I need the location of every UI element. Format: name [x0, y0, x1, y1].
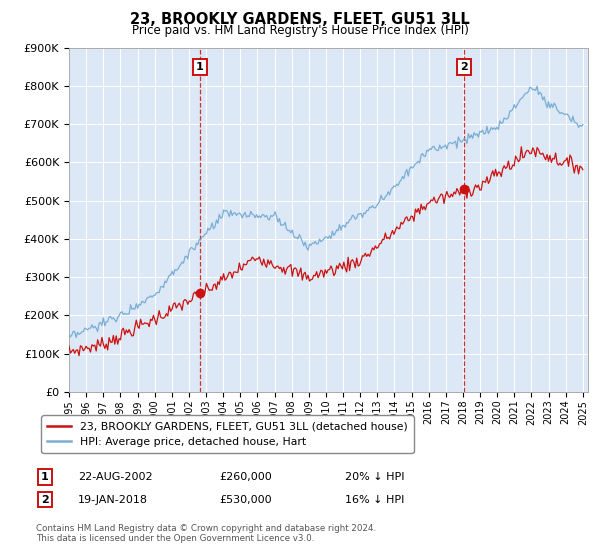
- Text: £260,000: £260,000: [219, 472, 272, 482]
- Text: 1: 1: [41, 472, 49, 482]
- Legend: 23, BROOKLY GARDENS, FLEET, GU51 3LL (detached house), HPI: Average price, detac: 23, BROOKLY GARDENS, FLEET, GU51 3LL (de…: [41, 416, 413, 452]
- Text: 2: 2: [41, 494, 49, 505]
- Text: 23, BROOKLY GARDENS, FLEET, GU51 3LL: 23, BROOKLY GARDENS, FLEET, GU51 3LL: [130, 12, 470, 27]
- Text: Contains HM Land Registry data © Crown copyright and database right 2024.
This d: Contains HM Land Registry data © Crown c…: [36, 524, 376, 543]
- Text: Price paid vs. HM Land Registry's House Price Index (HPI): Price paid vs. HM Land Registry's House …: [131, 24, 469, 36]
- Text: £530,000: £530,000: [219, 494, 272, 505]
- Text: 16% ↓ HPI: 16% ↓ HPI: [345, 494, 404, 505]
- Text: 20% ↓ HPI: 20% ↓ HPI: [345, 472, 404, 482]
- Text: 22-AUG-2002: 22-AUG-2002: [78, 472, 152, 482]
- Text: 2: 2: [460, 62, 467, 72]
- Text: 1: 1: [196, 62, 203, 72]
- Text: 19-JAN-2018: 19-JAN-2018: [78, 494, 148, 505]
